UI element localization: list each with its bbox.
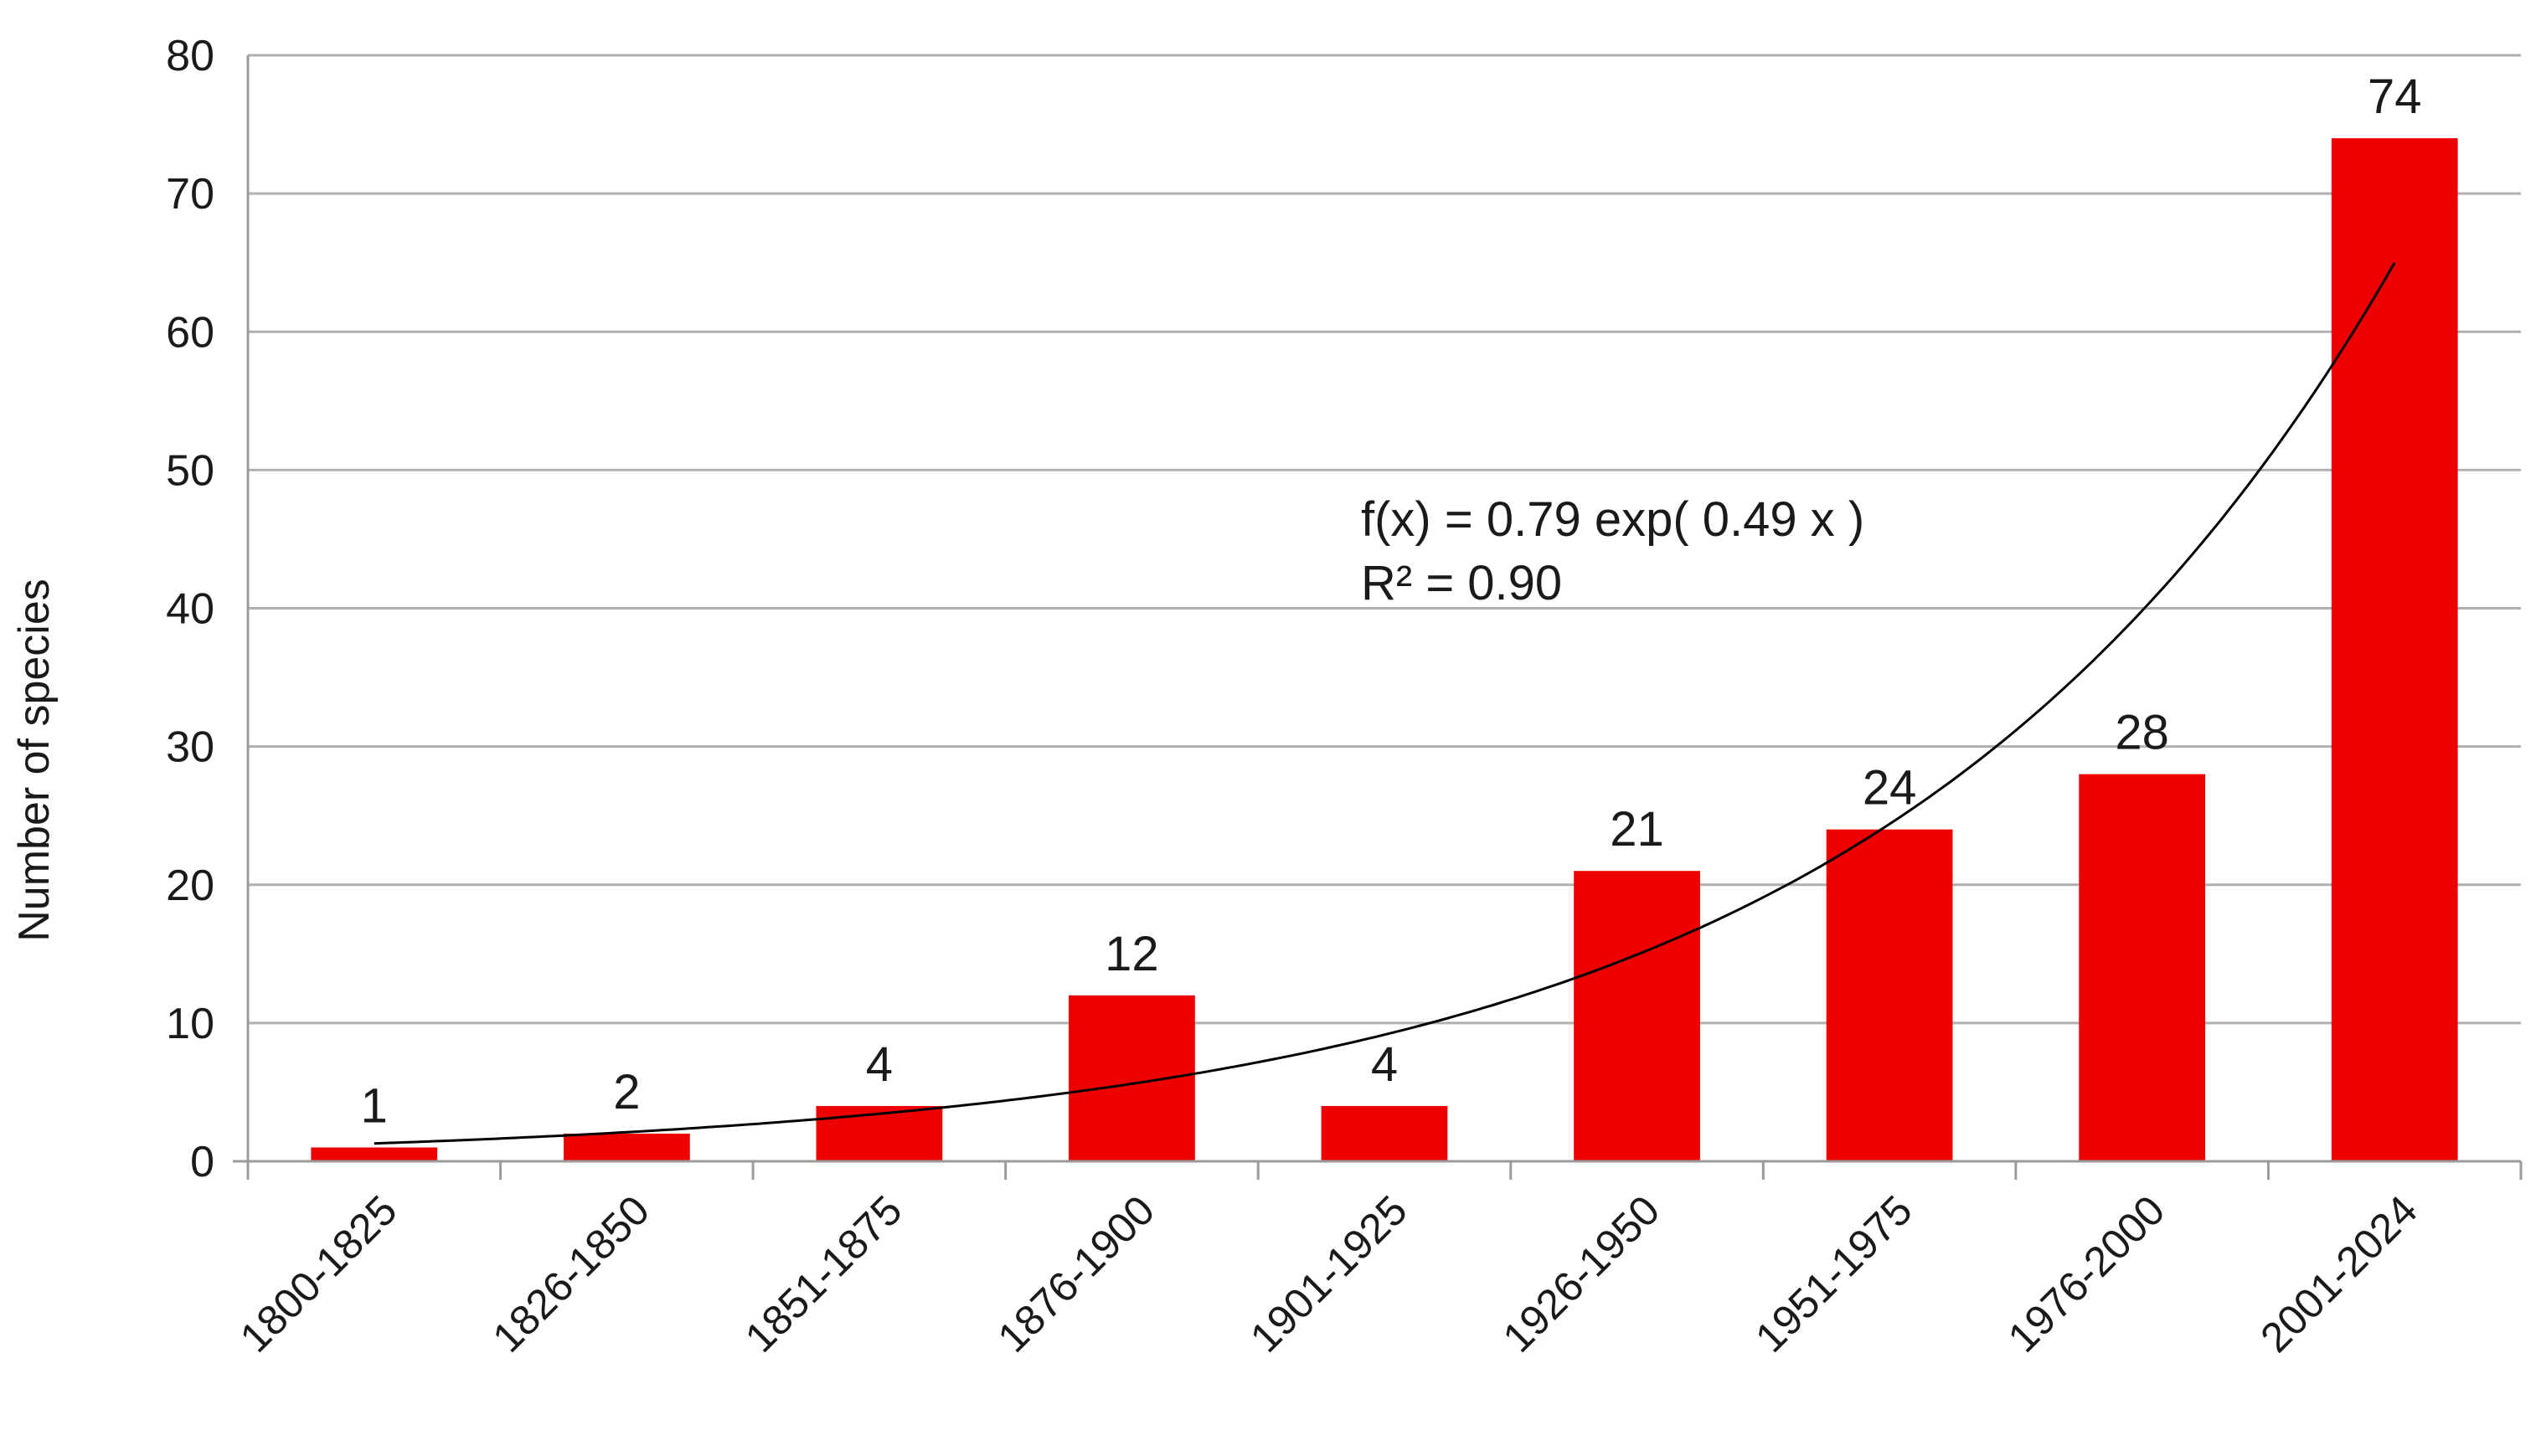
bars — [311, 138, 2458, 1162]
data-label-1951-1975: 24 — [1863, 761, 1917, 815]
y-tick-label-50: 50 — [166, 446, 214, 495]
data-label-1901-1925: 4 — [1371, 1037, 1398, 1092]
x-tick-label-1976-2000: 1976-2000 — [1999, 1186, 2174, 1361]
bar-1926-1950 — [1574, 871, 1700, 1161]
data-label-1851-1875: 4 — [866, 1037, 893, 1092]
y-tick-label-10: 10 — [166, 1000, 214, 1048]
x-tick-label-2001-2024: 2001-2024 — [2251, 1186, 2426, 1361]
x-tick-marks — [246, 1161, 2523, 1180]
y-tick-label-20: 20 — [166, 862, 214, 910]
x-tick-label-1876-1900: 1876-1900 — [989, 1186, 1164, 1361]
bar-1951-1975 — [1826, 829, 1953, 1161]
trendline-equation: f(x) = 0.79 exp( 0.49 x ) — [1361, 492, 1864, 547]
bar-1826-1850 — [563, 1133, 690, 1161]
y-tick-label-0: 0 — [190, 1138, 214, 1186]
bar-1901-1925 — [1321, 1105, 1448, 1161]
x-tick-label-1951-1975: 1951-1975 — [1746, 1186, 1921, 1361]
x-tick-label-1926-1950: 1926-1950 — [1494, 1186, 1669, 1361]
y-tick-label-30: 30 — [166, 723, 214, 772]
bar-1876-1900 — [1069, 995, 1195, 1161]
x-tick-label-1826-1850: 1826-1850 — [483, 1186, 658, 1361]
bar-1851-1875 — [816, 1105, 943, 1161]
data-label-1876-1900: 12 — [1105, 927, 1159, 981]
bar-1800-1825 — [311, 1147, 438, 1161]
x-tick-label-1851-1875: 1851-1875 — [736, 1186, 911, 1361]
x-tick-label-1800-1825: 1800-1825 — [231, 1186, 406, 1361]
data-label-1800-1825: 1 — [361, 1078, 388, 1133]
gridlines — [248, 54, 2521, 1163]
y-tick-label-40: 40 — [166, 585, 214, 634]
bar-1976-2000 — [2079, 774, 2206, 1161]
data-label-1976-2000: 28 — [2115, 706, 2169, 760]
data-label-1926-1950: 21 — [1610, 802, 1664, 857]
trendline — [374, 262, 2396, 1145]
y-tick-labels: 0 10 20 30 40 50 60 70 80 — [166, 32, 214, 1186]
x-tick-labels: 1800-1825 1826-1850 1851-1875 1876-1900 1901… — [231, 1186, 2426, 1361]
y-axis-title: Number of species — [10, 579, 59, 942]
data-label-2001-2024: 74 — [2368, 69, 2422, 124]
y-tick-label-70: 70 — [166, 170, 214, 219]
axes — [233, 55, 2521, 1176]
bar-2001-2024 — [2331, 138, 2458, 1162]
x-tick-label-1901-1925: 1901-1925 — [1241, 1186, 1416, 1361]
trendline-r-squared: R² = 0.90 — [1361, 556, 1562, 610]
y-tick-label-80: 80 — [166, 32, 214, 80]
y-tick-label-60: 60 — [166, 308, 214, 357]
data-label-1826-1850: 2 — [613, 1065, 640, 1119]
